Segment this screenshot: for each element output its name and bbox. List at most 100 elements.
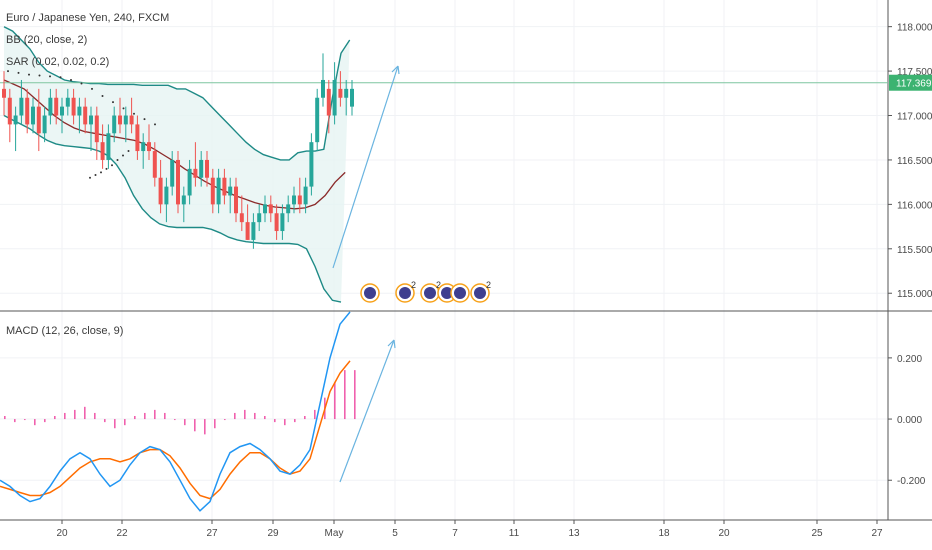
candle-body (239, 213, 244, 223)
candle-body (257, 213, 262, 223)
sar-dot (89, 176, 91, 179)
sar-dot (59, 76, 62, 79)
candle-body (71, 97, 76, 116)
time-tick-label: 13 (568, 528, 580, 539)
macd-histogram-bar (294, 419, 296, 423)
macd-histogram-bar (134, 416, 136, 420)
macd-histogram-bar (204, 419, 206, 435)
candle-body (42, 115, 47, 134)
sar-dot (91, 87, 93, 90)
macd-histogram-bar (64, 412, 66, 420)
sar-dot (111, 164, 113, 167)
macd-histogram-bar (334, 382, 336, 420)
legend-symbol: Euro / Japanese Yen, 240, FXCM (6, 12, 170, 24)
sar-dot (100, 171, 102, 174)
macd-histogram-bar (54, 416, 56, 420)
macd-histogram-bar (154, 409, 156, 420)
macd-histogram-bar (284, 419, 286, 426)
candle-body (210, 177, 215, 205)
candle-body (13, 115, 18, 125)
last-price-label: 117.369 (896, 79, 932, 90)
bb-lower-band (3, 114, 342, 303)
macd-line (0, 311, 351, 512)
event-marker-count: 2 (411, 280, 416, 290)
candle-body (54, 97, 59, 116)
macd-histogram-bar (314, 409, 316, 420)
candle-body (216, 177, 221, 205)
macd-histogram-bar (114, 419, 116, 429)
sar-dot (116, 158, 119, 161)
candle-body (36, 106, 41, 134)
price-tick-label: 118.000 (897, 23, 932, 34)
candle-body (106, 133, 111, 160)
macd-histogram-bar (214, 419, 216, 429)
legend-macd: MACD (12, 26, close, 9) (6, 325, 124, 337)
sar-dot (154, 123, 156, 126)
sar-dot (122, 107, 125, 110)
candle-body (286, 204, 291, 214)
macd-histogram-bar (224, 419, 226, 421)
time-tick-label: 27 (871, 528, 883, 539)
time-tick-label: 5 (392, 528, 398, 539)
candle-body (321, 79, 325, 98)
event-marker-dot (441, 287, 453, 299)
candle-body (245, 222, 250, 240)
macd-tick-label: 0.200 (897, 354, 922, 365)
candle-body (187, 168, 192, 196)
candle-body (123, 115, 128, 125)
candle-body (7, 97, 12, 125)
candle-body (332, 79, 337, 116)
sar-dot (28, 73, 30, 76)
candle-body (19, 97, 24, 116)
time-tick-label: 25 (811, 528, 823, 539)
candle-body (344, 88, 349, 98)
macd-histogram-bar (344, 370, 346, 420)
candle-body (234, 186, 238, 214)
sar-dot (122, 154, 124, 157)
event-marker-count: 2 (436, 280, 441, 290)
sar-dot (133, 112, 135, 115)
time-tick-label: 20 (56, 528, 68, 539)
candle-body (170, 159, 175, 187)
candle-body (60, 106, 64, 116)
sar-dot (70, 78, 72, 81)
macd-histogram-bar (304, 416, 306, 420)
sar-dot (112, 101, 114, 104)
legend-bb: BB (20, close, 2) (6, 34, 88, 46)
macd-histogram-bar (24, 419, 26, 421)
candle-body (228, 186, 233, 196)
macd-histogram-bar (164, 412, 166, 420)
candle-body (25, 97, 30, 125)
event-marker-dot (454, 287, 466, 299)
legend-sar: SAR (0.02, 0.02, 0.2) (6, 56, 110, 68)
event-marker-dot (474, 287, 486, 299)
macd-histogram-bar (194, 419, 196, 432)
candle-body (193, 168, 198, 178)
macd-histogram-bar (44, 419, 46, 423)
candle-body (176, 159, 180, 205)
candle-body (181, 195, 186, 205)
time-tick-label: 18 (658, 528, 670, 539)
price-tick-label: 115.500 (897, 245, 932, 256)
candle-body (309, 142, 314, 187)
event-marker-dot (364, 287, 376, 299)
candle-body (315, 97, 320, 143)
sar-dot (143, 118, 146, 121)
sar-dot (7, 70, 9, 73)
candle-body (303, 186, 308, 205)
trend-arrow-price-head (391, 65, 400, 75)
candle-body (297, 195, 302, 205)
macd-histogram-bar (264, 416, 266, 420)
candle-body (251, 222, 256, 240)
candle-body (338, 88, 343, 98)
price-tick-label: 117.000 (897, 112, 932, 123)
sar-dot (127, 150, 130, 153)
macd-histogram-bar (254, 412, 256, 420)
event-marker-dot (424, 287, 436, 299)
price-tick-label: 117.500 (897, 67, 932, 78)
sar-dot (101, 94, 104, 97)
candle-body (100, 142, 105, 160)
macd-histogram-bar (14, 419, 16, 423)
candle-body (268, 204, 273, 214)
